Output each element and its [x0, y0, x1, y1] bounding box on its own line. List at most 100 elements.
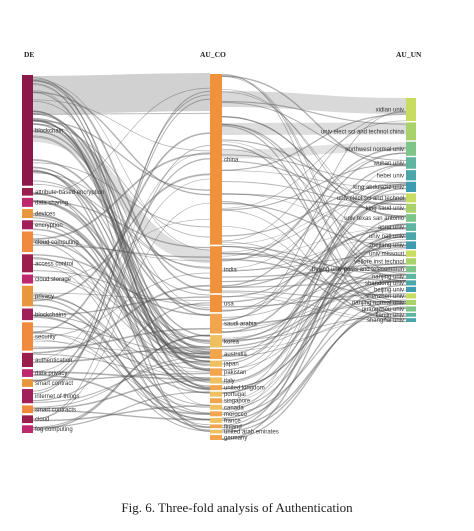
flow-link-9-1 — [32, 315, 211, 432]
node-label-cloud-computing: cloud computing — [35, 240, 79, 246]
node-au-un-king-abdulaziz-univ — [406, 181, 416, 193]
node-label-cloud: cloud — [35, 417, 49, 423]
flow-link-co-1-14 — [221, 245, 407, 276]
flow-link-1-2 — [32, 87, 211, 196]
node-de-internet-of-things — [22, 389, 33, 404]
flow-links — [32, 73, 407, 441]
flow-link-4-2 — [32, 223, 211, 390]
flow-link-0-25 — [32, 162, 211, 228]
flow-link-15-2 — [32, 379, 211, 410]
flow-link-0-3 — [32, 83, 211, 389]
flow-band-china-univ-elect — [221, 122, 407, 135]
node-de-authentication — [22, 352, 33, 368]
flow-link-co-6-1 — [221, 188, 407, 365]
node-label-tianjin-univ: tianjin univ — [376, 313, 404, 319]
node-label-cloud-storage: cloud storage — [35, 277, 72, 283]
flow-link-14-0 — [32, 360, 211, 403]
flow-link-co-4-3 — [221, 244, 407, 341]
flow-link-7-0 — [32, 276, 211, 341]
node-de-smart-contract — [22, 379, 33, 387]
node-label-data-privacy: data privacy — [35, 371, 67, 377]
flow-link-co-1-18 — [221, 227, 407, 260]
flow-link-3-1 — [32, 217, 211, 359]
flow-link-13-0 — [32, 372, 211, 381]
flow-link-co-3-3 — [221, 301, 407, 326]
flow-link-co-10-0 — [221, 241, 407, 394]
flow-link-co-3-2 — [221, 110, 407, 321]
flow-link-10-4 — [32, 132, 211, 334]
node-au-un-tianjin-univ — [406, 312, 416, 317]
flow-link-2-1 — [32, 200, 211, 343]
node-label-china: china — [224, 157, 239, 163]
flow-link-5-5 — [32, 244, 211, 258]
node-au-un-univ-missouri — [406, 250, 416, 257]
flow-link-co-0-24 — [221, 193, 407, 210]
flow-link-co-1-12 — [221, 237, 407, 272]
flow-link-co-5-2 — [221, 312, 407, 357]
node-de-cloud-computing — [22, 231, 33, 253]
flow-link-0-6 — [32, 123, 211, 238]
flow-link-7-1 — [32, 218, 211, 282]
node-label-australia: australia — [224, 352, 247, 358]
flow-link-0-2 — [32, 119, 211, 372]
flow-link-0-19 — [32, 169, 211, 428]
flow-link-15-1 — [32, 356, 211, 408]
flow-link-9-3 — [32, 316, 211, 415]
flow-link-14-3 — [32, 302, 211, 402]
column-title-de: DE — [24, 50, 34, 59]
flow-link-co-9-1 — [221, 278, 407, 390]
flow-link-co-4-0 — [221, 280, 407, 343]
flow-link-0-14 — [32, 119, 211, 191]
flow-link-0-1 — [32, 130, 211, 337]
node-au-co-united-arab-emirates — [210, 429, 222, 434]
node-de-privacy — [22, 285, 33, 307]
flow-link-co-0-31 — [221, 91, 407, 211]
node-label-united-arab-emirates: united arab emirates — [224, 430, 279, 436]
node-au-co-australia — [210, 349, 222, 359]
node-au-un-anna-univ — [406, 223, 416, 231]
node-label-king-saud-univ: king saud univ — [366, 206, 404, 212]
node-label-security: security — [35, 334, 56, 340]
flow-link-co-2-6 — [221, 293, 407, 308]
flow-link-co-11-1 — [221, 224, 407, 402]
flow-band-china-northwest — [221, 142, 407, 159]
node-label-india: india — [224, 268, 237, 274]
flow-link-4-0 — [32, 228, 211, 366]
node-label-encryption: encryption — [35, 223, 63, 229]
node-label-united-kingdom: united kingdom — [224, 386, 265, 392]
flow-link-17-1 — [32, 391, 211, 429]
flow-link-co-5-3 — [221, 197, 407, 356]
flow-link-6-0 — [32, 270, 211, 306]
node-au-co-pakistan — [210, 368, 222, 376]
flow-link-0-29 — [32, 166, 211, 367]
flow-link-co-15-0 — [221, 307, 407, 429]
node-au-co-usa — [210, 294, 222, 313]
flow-link-13-2 — [32, 158, 211, 382]
node-de-data-privacy — [22, 369, 33, 377]
node-label-blockchain: blockchain — [35, 128, 63, 134]
flow-link-10-2 — [32, 346, 211, 354]
node-au-un-guangzhou-univ — [406, 306, 416, 312]
flow-link-0-28 — [32, 78, 211, 251]
flow-link-10-0 — [32, 332, 211, 379]
flow-link-co-3-7 — [221, 263, 407, 318]
flow-link-co-8-0 — [221, 233, 407, 383]
node-au-un-univ-elect-sci-and-technol — [406, 193, 416, 203]
flow-link-16-0 — [32, 145, 211, 420]
node-au-un-univ-texas-san-antonio — [406, 214, 416, 222]
node-de-security — [22, 322, 33, 351]
flow-link-17-2 — [32, 334, 211, 431]
flow-link-co-1-5 — [221, 263, 407, 283]
flow-link-co-7-2 — [221, 197, 407, 376]
node-au-co-singapore — [210, 398, 222, 404]
flow-link-co-17-0 — [221, 235, 407, 440]
flow-link-co-0-4 — [221, 163, 407, 211]
flow-link-co-0-3 — [221, 144, 407, 303]
flow-link-0-34 — [32, 120, 211, 350]
node-label-univ-elect-sci-and-technol: univ elect sci and technol — [337, 196, 404, 202]
flow-link-3-0 — [32, 212, 211, 391]
node-label-morocco: morocco — [224, 412, 248, 418]
flow-link-co-2-0 — [221, 184, 407, 312]
flow-link-co-0-2 — [221, 139, 407, 203]
flow-link-co-1-8 — [221, 292, 407, 320]
